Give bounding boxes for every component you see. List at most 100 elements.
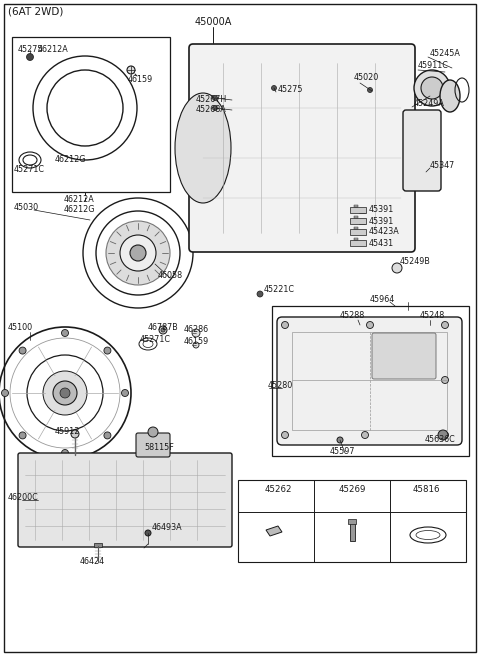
Ellipse shape (440, 80, 460, 112)
Text: 45431: 45431 (369, 239, 394, 247)
Text: 45816: 45816 (412, 485, 440, 495)
Bar (94, 543, 102, 547)
Circle shape (19, 347, 26, 354)
Text: 45271C: 45271C (140, 335, 171, 344)
Text: 46200C: 46200C (8, 493, 39, 502)
Circle shape (281, 321, 288, 329)
Circle shape (192, 329, 200, 337)
Text: 45280: 45280 (268, 380, 293, 390)
Circle shape (26, 54, 34, 60)
Ellipse shape (421, 77, 443, 99)
FancyBboxPatch shape (189, 44, 415, 252)
Text: 46212G: 46212G (55, 155, 86, 165)
Text: (6AT 2WD): (6AT 2WD) (8, 7, 63, 17)
Text: 45249B: 45249B (400, 258, 431, 266)
Text: 45020: 45020 (354, 73, 379, 83)
Text: 46286: 46286 (184, 325, 209, 335)
Ellipse shape (120, 235, 156, 271)
Text: 46212G: 46212G (64, 205, 96, 215)
Circle shape (145, 530, 151, 536)
Bar (354, 216, 358, 218)
Text: 45911C: 45911C (418, 62, 449, 70)
Text: 45269: 45269 (338, 485, 366, 495)
Ellipse shape (414, 70, 450, 106)
Circle shape (193, 342, 199, 348)
Ellipse shape (106, 221, 170, 285)
Bar (354, 227, 358, 229)
Text: 45964: 45964 (370, 295, 395, 304)
Text: 45391: 45391 (369, 216, 394, 226)
Text: 45597: 45597 (330, 447, 356, 457)
Text: 45262: 45262 (264, 485, 292, 495)
Circle shape (53, 381, 77, 405)
Text: 45249A: 45249A (414, 100, 445, 108)
Circle shape (281, 432, 288, 438)
Text: 45347: 45347 (430, 161, 455, 171)
Bar (354, 238, 358, 240)
Circle shape (19, 432, 26, 439)
Bar (350, 240, 366, 246)
Circle shape (127, 66, 135, 74)
Text: 46493A: 46493A (152, 523, 182, 533)
Circle shape (361, 432, 369, 438)
Text: 46212A: 46212A (38, 45, 69, 54)
Text: 45267H: 45267H (196, 96, 227, 104)
Text: 45030: 45030 (14, 203, 39, 211)
Ellipse shape (175, 93, 231, 203)
Text: 45248: 45248 (420, 312, 445, 321)
Circle shape (392, 263, 402, 273)
FancyBboxPatch shape (403, 110, 441, 191)
Circle shape (104, 432, 111, 439)
Text: 45000A: 45000A (194, 17, 232, 27)
Circle shape (61, 449, 69, 457)
Bar (350, 218, 366, 224)
Text: 45245A: 45245A (430, 49, 461, 58)
Circle shape (1, 390, 9, 396)
FancyBboxPatch shape (136, 433, 170, 457)
Text: 45912: 45912 (55, 428, 80, 436)
Circle shape (148, 427, 158, 437)
Text: 46212A: 46212A (64, 195, 95, 205)
Circle shape (367, 321, 373, 329)
Bar (350, 207, 366, 213)
Text: 45271C: 45271C (14, 165, 45, 174)
Text: 45100: 45100 (8, 323, 33, 333)
Text: 45636C: 45636C (425, 436, 456, 445)
Text: 45275: 45275 (278, 85, 303, 94)
Circle shape (213, 96, 217, 100)
Text: 45423A: 45423A (369, 228, 400, 237)
Bar (354, 205, 358, 207)
FancyBboxPatch shape (277, 317, 462, 445)
Polygon shape (266, 526, 282, 536)
Circle shape (438, 430, 448, 440)
Circle shape (61, 329, 69, 337)
Text: 45221C: 45221C (264, 285, 295, 293)
Circle shape (257, 291, 263, 297)
Text: 46787B: 46787B (148, 323, 179, 331)
Circle shape (104, 347, 111, 354)
Circle shape (161, 328, 165, 332)
Circle shape (71, 430, 79, 438)
Circle shape (423, 169, 429, 175)
Circle shape (43, 371, 87, 415)
Bar (348, 519, 356, 524)
Circle shape (442, 377, 448, 384)
Bar (350, 229, 366, 235)
Ellipse shape (130, 245, 146, 261)
Bar (349, 523, 355, 541)
Circle shape (159, 326, 167, 334)
Circle shape (121, 390, 129, 396)
Text: 58115F: 58115F (144, 443, 174, 451)
Bar (272, 306, 469, 456)
Text: 46159: 46159 (184, 337, 209, 346)
Circle shape (368, 87, 372, 92)
Text: 45275: 45275 (18, 45, 44, 54)
Circle shape (213, 106, 217, 110)
FancyBboxPatch shape (18, 453, 232, 547)
Circle shape (442, 432, 448, 438)
Text: 45268A: 45268A (196, 106, 227, 115)
Text: 45288: 45288 (340, 312, 365, 321)
Circle shape (272, 85, 276, 91)
Bar (238, 480, 466, 562)
Circle shape (337, 437, 343, 443)
